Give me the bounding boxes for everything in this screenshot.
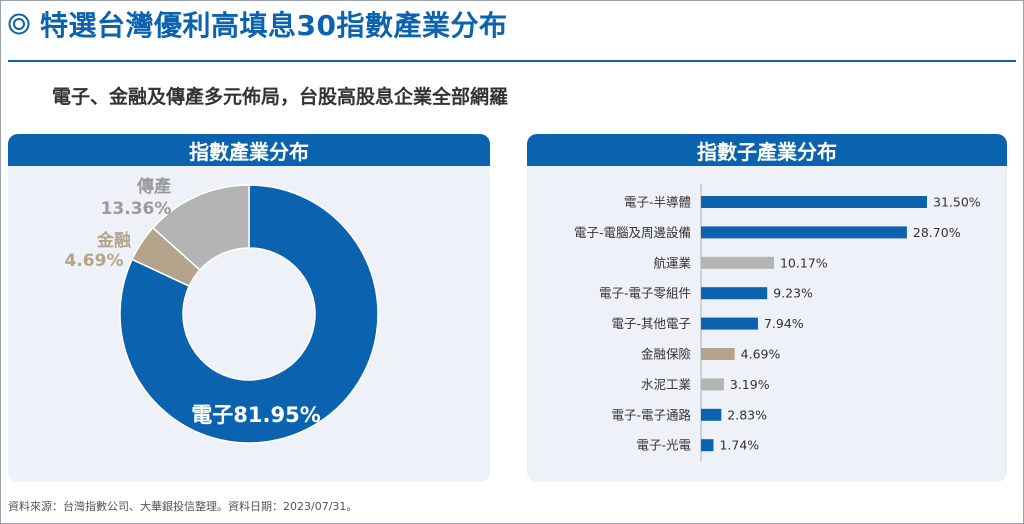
bar-5 [701, 348, 735, 360]
bar-category-label: 水泥工業 [641, 377, 692, 392]
bar-category-label: 電子-其他電子 [611, 316, 691, 331]
bar-value-label: 31.50% [933, 195, 981, 210]
industry-panel-title: 指數產業分布 [8, 134, 490, 166]
bar-category-label: 電子-電子通路 [611, 407, 691, 422]
bar-2 [701, 256, 774, 269]
source-note: 資料來源：台灣指數公司、大華銀投信整理。資料日期：2023/07/31。 [8, 500, 358, 513]
industry-panel: 指數產業分布 電子81.95% 金融 4.69% 傳產 13.36% [8, 134, 490, 482]
target-circle-icon [8, 13, 30, 35]
sub-industry-panel: 指數子產業分布 電子-半導體 31.50% 電子-電腦及周邊設備 28.70% 航運業 1… [527, 134, 1007, 482]
sub-industry-panel-title: 指數子產業分布 [527, 134, 1007, 166]
bar-value-label: 2.83% [727, 407, 767, 422]
bar-6 [701, 378, 724, 391]
donut-label-0: 電子81.95% [191, 403, 320, 427]
donut-slice-2 [151, 184, 250, 271]
bar-8 [701, 439, 714, 452]
bar-category-label: 電子-光電 [636, 438, 691, 453]
page-header: 特選台灣優利高填息30指數產業分布 [8, 4, 507, 44]
bar-category-label: 電子-半導體 [624, 195, 691, 210]
bar-value-label: 9.23% [773, 286, 813, 301]
donut-label-2-name: 傳產 [136, 176, 171, 197]
donut-slice-0 [119, 184, 379, 444]
bar-value-label: 10.17% [780, 255, 828, 270]
bar-category-label: 金融保險 [641, 347, 692, 362]
bar-value-label: 3.19% [730, 377, 770, 392]
donut-label-2-value: 13.36% [101, 199, 172, 219]
bar-value-label: 1.74% [719, 438, 759, 453]
bar-category-label: 航運業 [653, 255, 691, 270]
donut-label-1-value: 4.69% [65, 251, 124, 271]
bar-category-label: 電子-電子零組件 [599, 286, 691, 301]
title-divider [8, 60, 1016, 62]
donut-label-1-name: 金融 [96, 230, 131, 251]
page-subtitle: 電子、金融及傳產多元佈局，台股高股息企業全部網羅 [52, 86, 509, 108]
bar-value-label: 28.70% [913, 225, 961, 240]
bar-1 [701, 226, 907, 239]
bar-4 [701, 317, 758, 330]
bar-7 [701, 408, 722, 421]
bar-3 [701, 287, 768, 300]
bar-value-label: 4.69% [741, 347, 781, 362]
bar-value-label: 7.94% [764, 316, 804, 331]
sub-industry-bar-chart: 電子-半導體 31.50% 電子-電腦及周邊設備 28.70% 航運業 10.17% 電子-… [574, 184, 981, 462]
bar-0 [701, 196, 927, 208]
page-title: 特選台灣優利高填息30指數產業分布 [40, 9, 508, 42]
bar-category-label: 電子-電腦及周邊設備 [574, 225, 691, 240]
